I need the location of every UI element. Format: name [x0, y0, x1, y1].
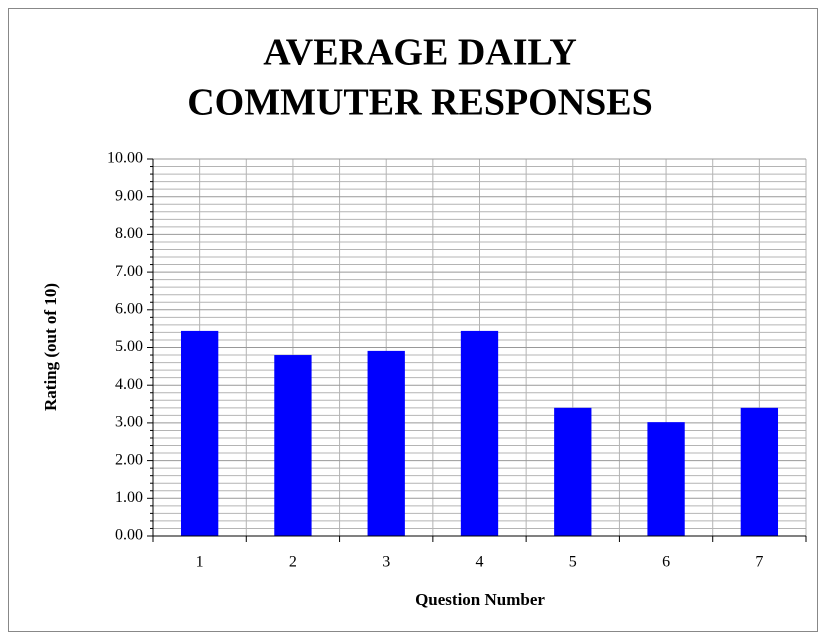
y-axis-title: Rating (out of 10)	[41, 283, 60, 411]
y-tick-label: 10.00	[107, 150, 143, 167]
x-tick-label: 7	[755, 554, 763, 571]
bar	[740, 407, 779, 536]
x-tick-label: 5	[569, 554, 577, 571]
bar	[460, 330, 499, 536]
bar	[274, 355, 312, 536]
y-tick-label: 6.00	[115, 300, 143, 317]
y-tick-label: 4.00	[115, 376, 143, 393]
x-tick-label: 3	[382, 554, 390, 571]
bar	[554, 407, 592, 536]
x-tick-label: 6	[662, 554, 670, 571]
bar	[180, 330, 219, 536]
y-tick-label: 8.00	[115, 225, 143, 242]
y-tick-label: 7.00	[115, 263, 143, 280]
y-tick-label: 1.00	[115, 489, 143, 506]
x-axis-title: Question Number	[415, 590, 545, 609]
bar	[367, 350, 405, 536]
x-tick-label: 4	[476, 554, 484, 571]
y-tick-label: 2.00	[115, 451, 143, 468]
chart-title: AVERAGE DAILY	[263, 32, 577, 74]
bar	[647, 422, 685, 536]
y-tick-label: 5.00	[115, 338, 143, 355]
x-tick-label: 2	[289, 554, 297, 571]
x-tick-label: 1	[196, 554, 204, 571]
chart-title: COMMUTER RESPONSES	[187, 82, 653, 124]
y-tick-label: 3.00	[115, 414, 143, 431]
y-tick-label: 0.00	[115, 527, 143, 544]
y-tick-label: 9.00	[115, 187, 143, 204]
